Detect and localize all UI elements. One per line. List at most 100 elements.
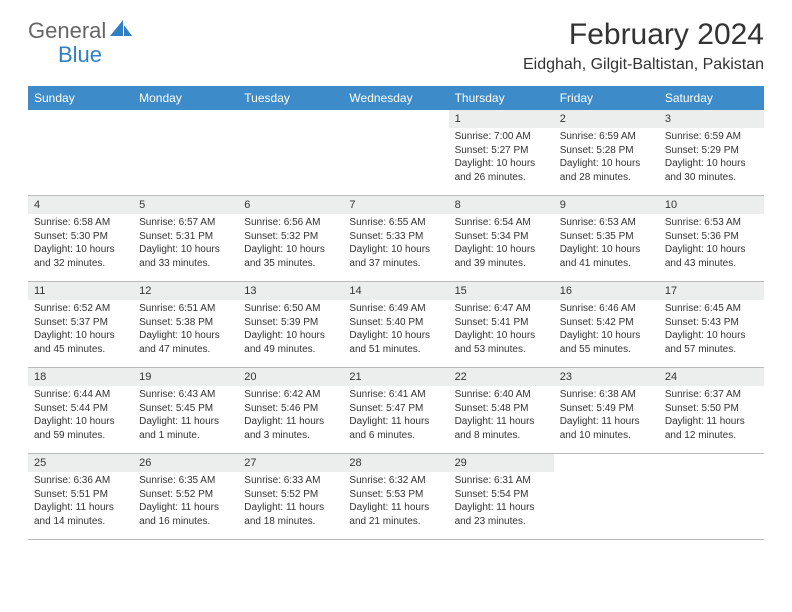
sunset-line: Sunset: 5:47 PM [349, 402, 442, 416]
day-details: Sunrise: 7:00 AMSunset: 5:27 PMDaylight:… [449, 128, 554, 186]
empty-cell [133, 110, 238, 196]
day-cell: 22Sunrise: 6:40 AMSunset: 5:48 PMDayligh… [449, 368, 554, 454]
day-details: Sunrise: 6:44 AMSunset: 5:44 PMDaylight:… [28, 386, 133, 444]
sunrise-line: Sunrise: 6:33 AM [244, 474, 337, 488]
day-cell: 19Sunrise: 6:43 AMSunset: 5:45 PMDayligh… [133, 368, 238, 454]
weekday-header: Tuesday [238, 86, 343, 110]
sunset-line: Sunset: 5:43 PM [665, 316, 758, 330]
sunrise-line: Sunrise: 6:40 AM [455, 388, 548, 402]
day-cell: 2Sunrise: 6:59 AMSunset: 5:28 PMDaylight… [554, 110, 659, 196]
daylight-line: Daylight: 11 hours and 23 minutes. [455, 501, 548, 528]
day-number: 9 [554, 196, 659, 214]
day-details: Sunrise: 6:41 AMSunset: 5:47 PMDaylight:… [343, 386, 448, 444]
daylight-line: Daylight: 10 hours and 45 minutes. [34, 329, 127, 356]
daylight-line: Daylight: 10 hours and 35 minutes. [244, 243, 337, 270]
empty-cell [343, 110, 448, 196]
day-cell: 21Sunrise: 6:41 AMSunset: 5:47 PMDayligh… [343, 368, 448, 454]
sunset-line: Sunset: 5:34 PM [455, 230, 548, 244]
day-cell: 1Sunrise: 7:00 AMSunset: 5:27 PMDaylight… [449, 110, 554, 196]
daylight-line: Daylight: 10 hours and 30 minutes. [665, 157, 758, 184]
sunrise-line: Sunrise: 6:59 AM [560, 130, 653, 144]
daylight-line: Daylight: 10 hours and 59 minutes. [34, 415, 127, 442]
sunrise-line: Sunrise: 6:42 AM [244, 388, 337, 402]
day-number: 5 [133, 196, 238, 214]
sunset-line: Sunset: 5:42 PM [560, 316, 653, 330]
page-header: General Blue February 2024 Eidghah, Gilg… [0, 0, 792, 80]
sunset-line: Sunset: 5:53 PM [349, 488, 442, 502]
daylight-line: Daylight: 11 hours and 10 minutes. [560, 415, 653, 442]
sunset-line: Sunset: 5:31 PM [139, 230, 232, 244]
day-cell: 8Sunrise: 6:54 AMSunset: 5:34 PMDaylight… [449, 196, 554, 282]
sunrise-line: Sunrise: 6:46 AM [560, 302, 653, 316]
day-details: Sunrise: 6:55 AMSunset: 5:33 PMDaylight:… [343, 214, 448, 272]
day-number: 2 [554, 110, 659, 128]
day-number: 23 [554, 368, 659, 386]
sunrise-line: Sunrise: 6:35 AM [139, 474, 232, 488]
daylight-line: Daylight: 10 hours and 53 minutes. [455, 329, 548, 356]
weekday-header: Thursday [449, 86, 554, 110]
location-text: Eidghah, Gilgit-Baltistan, Pakistan [523, 56, 764, 74]
day-cell: 25Sunrise: 6:36 AMSunset: 5:51 PMDayligh… [28, 454, 133, 540]
daylight-line: Daylight: 10 hours and 55 minutes. [560, 329, 653, 356]
day-details: Sunrise: 6:42 AMSunset: 5:46 PMDaylight:… [238, 386, 343, 444]
sunset-line: Sunset: 5:48 PM [455, 402, 548, 416]
day-cell: 7Sunrise: 6:55 AMSunset: 5:33 PMDaylight… [343, 196, 448, 282]
day-details: Sunrise: 6:59 AMSunset: 5:29 PMDaylight:… [659, 128, 764, 186]
day-details: Sunrise: 6:37 AMSunset: 5:50 PMDaylight:… [659, 386, 764, 444]
day-number: 11 [28, 282, 133, 300]
day-cell: 5Sunrise: 6:57 AMSunset: 5:31 PMDaylight… [133, 196, 238, 282]
daylight-line: Daylight: 10 hours and 32 minutes. [34, 243, 127, 270]
daylight-line: Daylight: 10 hours and 57 minutes. [665, 329, 758, 356]
day-details: Sunrise: 6:31 AMSunset: 5:54 PMDaylight:… [449, 472, 554, 530]
sunrise-line: Sunrise: 6:55 AM [349, 216, 442, 230]
day-cell: 14Sunrise: 6:49 AMSunset: 5:40 PMDayligh… [343, 282, 448, 368]
sunrise-line: Sunrise: 6:54 AM [455, 216, 548, 230]
day-cell: 29Sunrise: 6:31 AMSunset: 5:54 PMDayligh… [449, 454, 554, 540]
day-number: 28 [343, 454, 448, 472]
weekday-header: Saturday [659, 86, 764, 110]
day-number: 20 [238, 368, 343, 386]
sunset-line: Sunset: 5:32 PM [244, 230, 337, 244]
day-details: Sunrise: 6:59 AMSunset: 5:28 PMDaylight:… [554, 128, 659, 186]
empty-cell [554, 454, 659, 540]
sunrise-line: Sunrise: 6:59 AM [665, 130, 758, 144]
sunrise-line: Sunrise: 6:51 AM [139, 302, 232, 316]
day-cell: 4Sunrise: 6:58 AMSunset: 5:30 PMDaylight… [28, 196, 133, 282]
day-details: Sunrise: 6:52 AMSunset: 5:37 PMDaylight:… [28, 300, 133, 358]
weekday-header: Sunday [28, 86, 133, 110]
daylight-line: Daylight: 10 hours and 43 minutes. [665, 243, 758, 270]
day-cell: 3Sunrise: 6:59 AMSunset: 5:29 PMDaylight… [659, 110, 764, 196]
sunrise-line: Sunrise: 6:32 AM [349, 474, 442, 488]
day-cell: 26Sunrise: 6:35 AMSunset: 5:52 PMDayligh… [133, 454, 238, 540]
day-details: Sunrise: 6:56 AMSunset: 5:32 PMDaylight:… [238, 214, 343, 272]
day-details: Sunrise: 6:38 AMSunset: 5:49 PMDaylight:… [554, 386, 659, 444]
day-cell: 18Sunrise: 6:44 AMSunset: 5:44 PMDayligh… [28, 368, 133, 454]
brand-part1: General [28, 18, 106, 44]
daylight-line: Daylight: 10 hours and 26 minutes. [455, 157, 548, 184]
day-number: 17 [659, 282, 764, 300]
sunset-line: Sunset: 5:36 PM [665, 230, 758, 244]
sunrise-line: Sunrise: 6:31 AM [455, 474, 548, 488]
day-number: 3 [659, 110, 764, 128]
sunset-line: Sunset: 5:45 PM [139, 402, 232, 416]
day-number: 18 [28, 368, 133, 386]
day-number: 1 [449, 110, 554, 128]
daylight-line: Daylight: 10 hours and 33 minutes. [139, 243, 232, 270]
sunrise-line: Sunrise: 7:00 AM [455, 130, 548, 144]
sunrise-line: Sunrise: 6:56 AM [244, 216, 337, 230]
sunset-line: Sunset: 5:52 PM [244, 488, 337, 502]
daylight-line: Daylight: 10 hours and 41 minutes. [560, 243, 653, 270]
day-details: Sunrise: 6:47 AMSunset: 5:41 PMDaylight:… [449, 300, 554, 358]
daylight-line: Daylight: 11 hours and 8 minutes. [455, 415, 548, 442]
day-details: Sunrise: 6:57 AMSunset: 5:31 PMDaylight:… [133, 214, 238, 272]
sunrise-line: Sunrise: 6:58 AM [34, 216, 127, 230]
day-details: Sunrise: 6:58 AMSunset: 5:30 PMDaylight:… [28, 214, 133, 272]
day-details: Sunrise: 6:36 AMSunset: 5:51 PMDaylight:… [28, 472, 133, 530]
sunrise-line: Sunrise: 6:41 AM [349, 388, 442, 402]
daylight-line: Daylight: 10 hours and 47 minutes. [139, 329, 232, 356]
day-cell: 23Sunrise: 6:38 AMSunset: 5:49 PMDayligh… [554, 368, 659, 454]
daylight-line: Daylight: 11 hours and 16 minutes. [139, 501, 232, 528]
daylight-line: Daylight: 10 hours and 37 minutes. [349, 243, 442, 270]
sunrise-line: Sunrise: 6:50 AM [244, 302, 337, 316]
day-cell: 13Sunrise: 6:50 AMSunset: 5:39 PMDayligh… [238, 282, 343, 368]
